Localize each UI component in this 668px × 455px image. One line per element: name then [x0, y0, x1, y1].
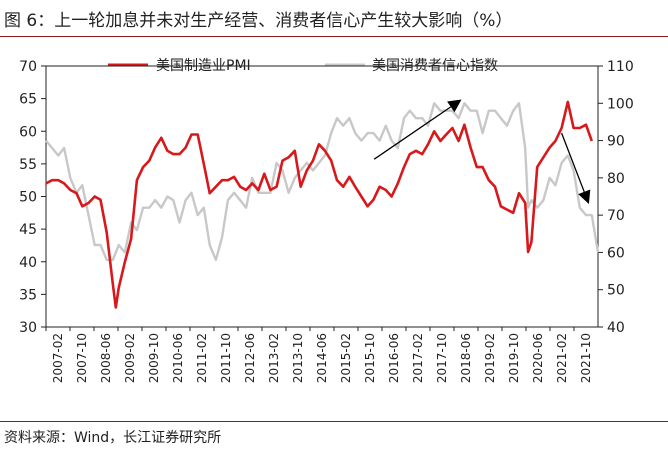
annotation-arrow-shaft	[373, 106, 452, 160]
y-left-tick-label: 55	[19, 157, 37, 173]
x-tick-label: 2017-02	[411, 333, 425, 383]
x-tick-label: 2009-10	[147, 333, 161, 383]
y-right-tick-label: 90	[607, 134, 625, 150]
y-left-tick-label: 70	[19, 59, 37, 75]
x-tick-label: 2009-02	[123, 333, 137, 383]
x-tick-label: 2019-02	[483, 333, 497, 383]
source-note: 资料来源：Wind，长江证券研究所	[4, 430, 222, 446]
plot-frame	[45, 65, 599, 328]
y-left-tick-label: 45	[19, 222, 37, 238]
x-tick-label: 2014-06	[315, 333, 329, 383]
x-tick-label: 2013-02	[267, 333, 281, 383]
y-right-tick-label: 70	[607, 208, 625, 224]
x-tick-label: 2020-06	[531, 333, 545, 383]
series-line-pmi	[45, 100, 594, 309]
y-right-tick-label: 60	[607, 245, 625, 261]
y-left-axis: 30 35 40 45 50 55 60 65 70	[19, 59, 46, 336]
x-tick-label: 2011-10	[219, 333, 233, 383]
annotations	[373, 99, 591, 204]
x-tick-label: 2015-10	[363, 333, 377, 383]
x-tick-label: 2021-10	[579, 333, 593, 383]
y-left-tick-label: 65	[19, 92, 37, 108]
x-tick-label: 2016-06	[387, 333, 401, 383]
series-lines	[45, 100, 600, 309]
y-left-tick-label: 30	[19, 320, 37, 336]
x-tick-label: 2012-06	[243, 333, 257, 383]
series-line-consumer-confidence	[45, 102, 600, 262]
y-right-tick-label: 40	[607, 320, 625, 336]
x-tick-label: 2007-10	[75, 333, 89, 383]
y-right-tick-label: 110	[607, 59, 634, 75]
x-tick-label: 2017-10	[435, 333, 449, 383]
annotation-arrow-head	[578, 189, 591, 204]
figure-title: 图 6：上一轮加息并未对生产经营、消费者信心产生较大影响（%）	[4, 11, 513, 31]
top-rule	[0, 36, 668, 37]
y-left-tick-label: 50	[19, 190, 37, 206]
annotation-arrow-shaft	[560, 132, 585, 193]
y-right-tick-label: 50	[607, 283, 625, 299]
y-right-tick-label: 80	[607, 171, 625, 187]
y-left-tick-label: 60	[19, 124, 37, 140]
x-tick-label: 2019-10	[507, 333, 521, 383]
x-tick-label: 2015-02	[339, 333, 353, 383]
y-left-tick-label: 35	[19, 287, 37, 303]
x-tick-label: 2018-06	[459, 333, 473, 383]
x-axis: 2007-02 2007-10 2008-06 2009-02 2009-10 2010-…	[45, 327, 593, 383]
x-tick-label: 2010-06	[171, 333, 185, 383]
x-tick-label: 2011-02	[195, 333, 209, 383]
x-tick-label: 2021-02	[555, 333, 569, 383]
y-right-axis: 40 50 60 70 80 90 100 110	[598, 59, 634, 336]
annotation-arrow-head	[447, 99, 462, 113]
y-left-tick-label: 40	[19, 255, 37, 271]
x-tick-label: 2008-06	[99, 333, 113, 383]
y-right-tick-label: 100	[607, 96, 634, 112]
x-tick-label: 2013-10	[291, 333, 305, 383]
x-tick-label: 2007-02	[51, 333, 65, 383]
bottom-rule	[0, 421, 668, 422]
